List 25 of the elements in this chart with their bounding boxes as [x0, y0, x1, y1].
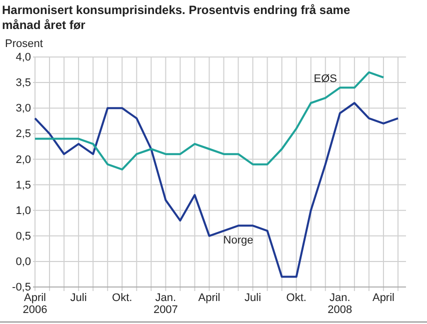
y-tick-label: 0,5: [16, 230, 31, 242]
x-tick-label: Okt.: [286, 292, 306, 304]
series-label: Norge: [223, 234, 254, 247]
y-tick-label: 0,0: [16, 256, 31, 268]
y-tick-label: 3,5: [16, 77, 31, 90]
x-tick-label: Juli: [244, 292, 262, 304]
y-tick-label: 2,5: [16, 128, 31, 140]
y-tick-label: 2,0: [16, 154, 31, 166]
y-tick-label: 1,0: [16, 204, 31, 217]
x-tick-label: Jan. 2007: [153, 292, 178, 316]
series-label: EØS: [314, 72, 338, 85]
y-tick-label: 1,5: [16, 179, 31, 192]
line-series: [34, 102, 399, 278]
x-tick-label: Okt.: [112, 292, 132, 304]
x-tick-label: April: [198, 292, 220, 304]
x-tick-label: April 2006: [22, 292, 48, 316]
line-series: [34, 71, 384, 170]
x-tick-label: Juli: [70, 292, 87, 304]
y-tick-label: 3,0: [16, 102, 31, 115]
x-tick-label: Jan. 2008: [328, 292, 352, 316]
y-tick-label: 4,0: [16, 52, 31, 64]
x-tick-label: April: [372, 292, 394, 304]
y-tick-label: -0,5: [12, 282, 31, 294]
y-axis-title: Prosent: [5, 38, 43, 50]
chart-title: Harmonisert konsumprisindeks. Prosentvis endring frå same månad året før: [2, 3, 350, 32]
